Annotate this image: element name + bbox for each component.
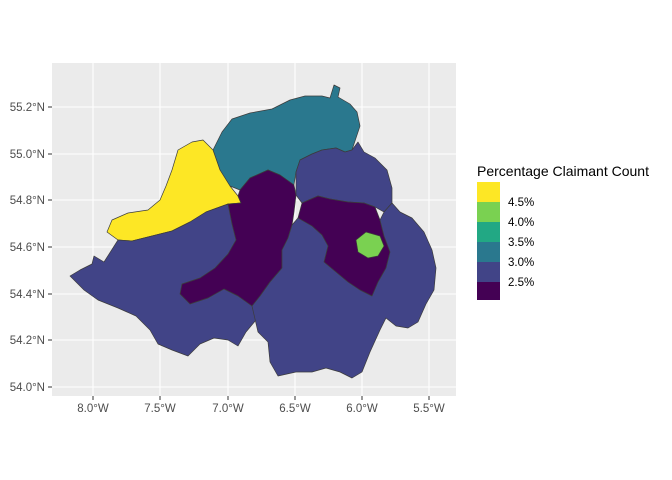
x-tick-label: 7.0°W — [212, 403, 244, 415]
legend-key — [477, 242, 500, 262]
x-tick-label: 6.0°W — [346, 403, 378, 415]
legend-key — [477, 282, 500, 300]
legend: Percentage Claimant Count 4.5% 4.0% 3.5%… — [477, 163, 649, 300]
y-tick-label: 54.8°N — [10, 195, 45, 207]
legend-title: Percentage Claimant Count — [477, 163, 649, 179]
x-tick-label: 8.0°W — [77, 403, 109, 415]
legend-label: 3.0% — [508, 257, 534, 269]
x-tick-label: 7.5°W — [144, 403, 176, 415]
south-east-region — [251, 202, 437, 379]
legend-label: 4.0% — [508, 217, 534, 229]
legend-label: 2.5% — [508, 277, 534, 289]
legend-label: 4.5% — [508, 197, 534, 209]
legend-key — [477, 202, 500, 222]
belfast-region — [355, 231, 385, 259]
x-axis: 8.0°W 7.5°W 7.0°W 6.5°W 6.0°W 5.5°W — [77, 396, 445, 415]
legend-key — [477, 222, 500, 242]
x-tick-label: 6.5°W — [279, 403, 311, 415]
y-tick-label: 54.0°N — [10, 382, 45, 394]
west-south-region — [69, 203, 257, 357]
regions — [69, 84, 437, 379]
x-tick-label: 5.5°W — [413, 403, 445, 415]
legend-label: 3.5% — [508, 237, 534, 249]
y-tick-label: 54.4°N — [10, 289, 45, 301]
y-tick-label: 54.6°N — [10, 242, 45, 254]
y-tick-label: 55.2°N — [10, 102, 45, 114]
y-tick-label: 54.2°N — [10, 335, 45, 347]
legend-key — [477, 182, 500, 202]
legend-key — [477, 262, 500, 282]
y-tick-label: 55.0°N — [10, 149, 45, 161]
y-axis: 54.0°N 54.2°N 54.4°N 54.6°N 54.8°N 55.0°… — [10, 102, 52, 394]
